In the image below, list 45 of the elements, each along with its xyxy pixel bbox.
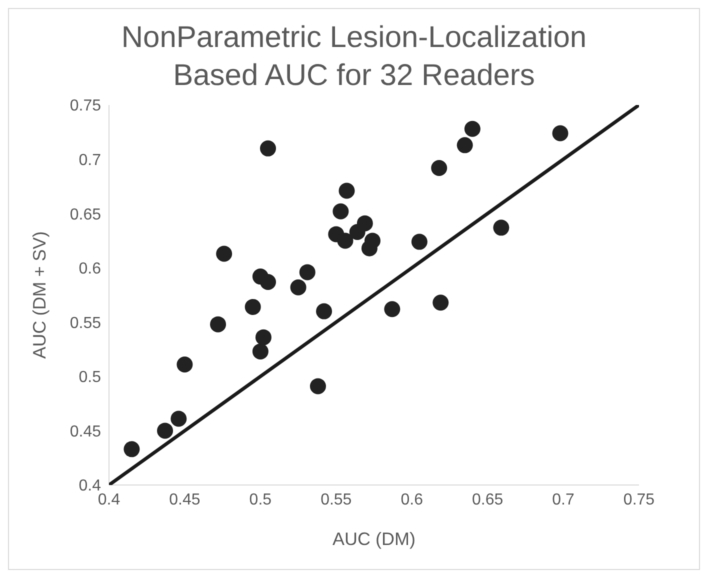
point (170, 410, 187, 427)
y-tick-label: 0.6 (78, 260, 102, 278)
x-tick-label: 0.5 (249, 491, 272, 508)
point (299, 264, 316, 280)
x-axis-title: AUC (DM) (332, 529, 416, 549)
point (316, 303, 332, 320)
point (432, 294, 449, 311)
y-tick-label: 0.45 (70, 423, 102, 440)
y-tick-label: 0.7 (78, 152, 102, 169)
point (464, 120, 480, 137)
point (356, 215, 373, 232)
chart-title: NonParametric Lesion-Localization Based AUC for 32 Readers (120, 20, 588, 94)
x-tick-label: 0.7 (552, 491, 575, 508)
x-tick-label: 0.75 (623, 491, 655, 508)
point (255, 329, 272, 346)
point (244, 298, 261, 315)
point (210, 316, 226, 332)
x-tick-label: 0.6 (400, 491, 424, 508)
point (337, 232, 354, 249)
x-tick-label: 0.45 (169, 491, 200, 508)
x-tick-label: 0.65 (472, 491, 504, 508)
point (456, 137, 473, 154)
y-tick-label: 0.5 (78, 369, 102, 386)
point (290, 279, 306, 296)
y-tick-label: 0.65 (70, 206, 102, 224)
point (338, 182, 355, 199)
point (176, 356, 193, 372)
point (260, 140, 276, 156)
point (216, 246, 232, 262)
point (431, 160, 448, 176)
x-tick-label: 0.55 (320, 491, 352, 508)
y-tick-label: 0.75 (70, 98, 102, 115)
point (310, 378, 326, 394)
point (364, 232, 380, 249)
y-axis-title: AUC (DM + SV) (29, 231, 50, 359)
point (260, 274, 276, 290)
point (252, 343, 268, 360)
point (157, 422, 174, 439)
point (332, 203, 349, 220)
point (124, 441, 140, 458)
point (552, 125, 568, 142)
y-tick-label: 0.55 (70, 314, 102, 332)
point (493, 220, 510, 236)
point (384, 301, 400, 318)
point (411, 234, 428, 250)
